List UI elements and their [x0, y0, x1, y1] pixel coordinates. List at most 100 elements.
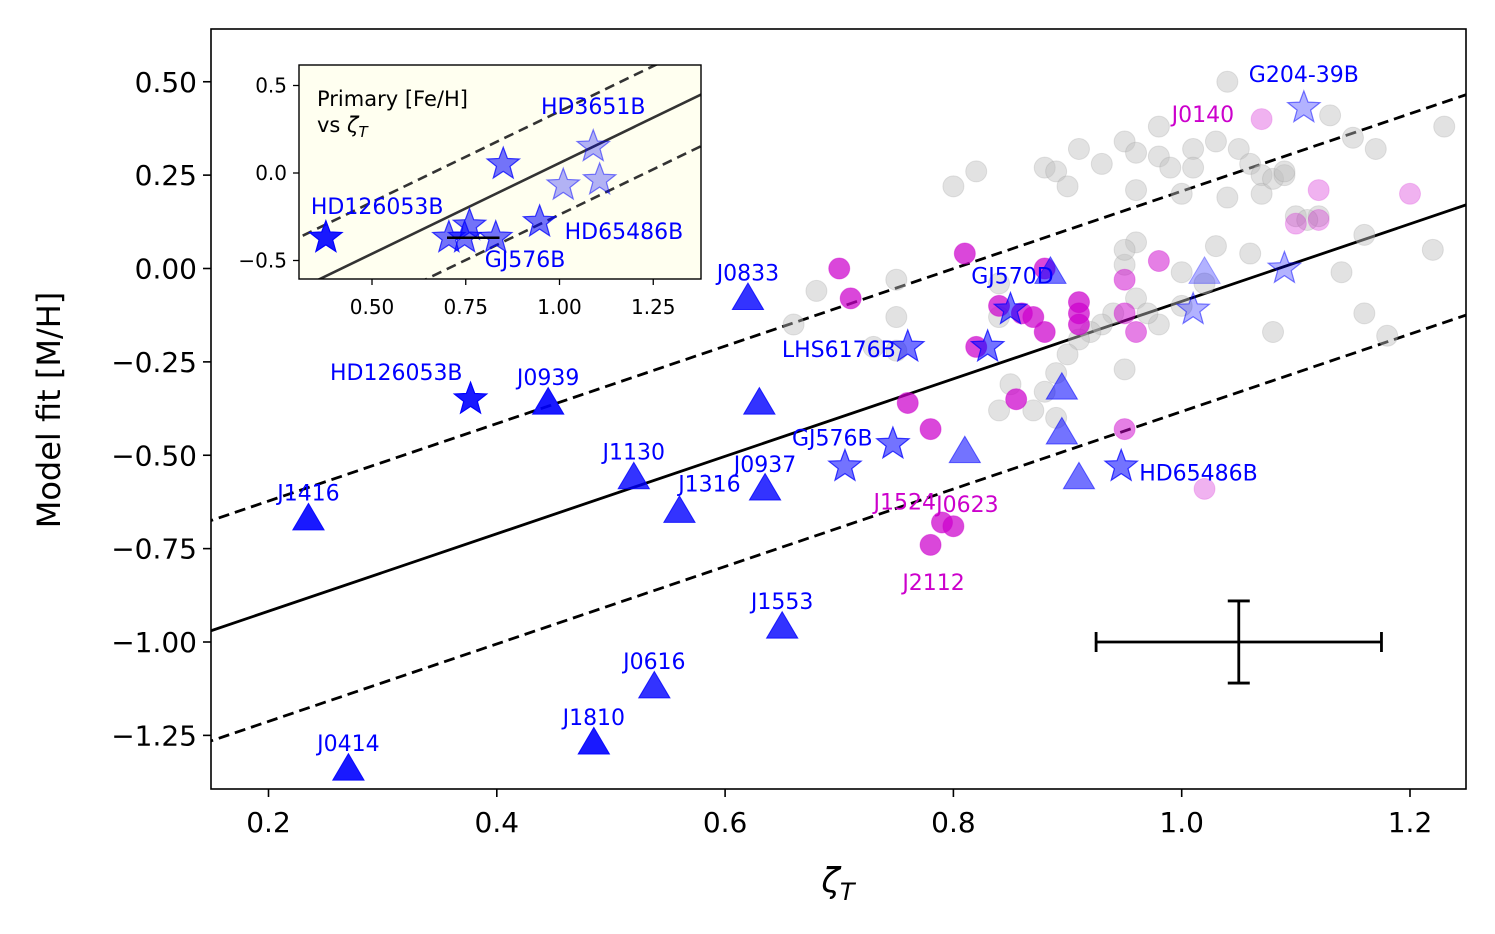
- triangle-point: [1188, 255, 1222, 284]
- magenta-point: [919, 418, 942, 441]
- point-label: G204-39B: [1249, 63, 1359, 88]
- inset-star-point: [581, 161, 618, 196]
- inset-title-zeta: ζ: [346, 113, 360, 137]
- background-point: [1159, 156, 1182, 179]
- background-point: [1341, 126, 1364, 149]
- background-point: [1125, 231, 1148, 254]
- background-point: [1125, 287, 1148, 310]
- point-label: J1416: [275, 482, 339, 507]
- background-point: [1239, 242, 1262, 265]
- background-point: [1433, 115, 1456, 138]
- inset-point-label: HD3651B: [541, 95, 646, 120]
- y-axis-ticks: 0.50 0.25 0.00 −0.25 −0.50 −0.75 −1.00 −1.25: [111, 66, 211, 752]
- x-tick-label: 0.6: [703, 806, 748, 839]
- background-point: [885, 268, 908, 291]
- inset-star-point: [575, 128, 612, 162]
- inset-frame: [298, 64, 702, 280]
- background-point: [1113, 238, 1136, 261]
- magenta-point: [1399, 182, 1421, 205]
- background-point: [1421, 238, 1444, 261]
- inset-star-point: [485, 145, 522, 180]
- magenta-point: [1125, 320, 1148, 343]
- background-point: [1147, 313, 1170, 336]
- background-point: [862, 335, 885, 358]
- background-point: [1250, 164, 1273, 187]
- background-point: [1262, 167, 1285, 190]
- triangle-point: [742, 386, 776, 415]
- star-point: [889, 328, 926, 363]
- background-point: [1170, 182, 1193, 205]
- data-points: [291, 70, 1456, 781]
- magenta-point: [919, 533, 942, 556]
- background-point: [805, 279, 828, 302]
- inset-y-tick-label: 0.5: [255, 74, 287, 98]
- inset-title-line2: vs ζT: [317, 113, 369, 141]
- background-point: [1182, 156, 1205, 179]
- background-point: [1113, 358, 1136, 381]
- point-label: J0939: [515, 366, 579, 391]
- inset-point-label: HD126053B: [311, 195, 444, 220]
- inset-x-tick-label: 1.00: [537, 295, 582, 319]
- y-tick-label: 0.25: [135, 159, 197, 192]
- inset-title-line1: Primary [Fe/H]: [317, 87, 468, 111]
- background-point: [1250, 182, 1273, 205]
- x-tick-label: 0.8: [931, 806, 976, 839]
- inset-point-label: GJ576B: [485, 248, 566, 273]
- background-point: [1227, 137, 1250, 160]
- triangle-point: [291, 502, 325, 531]
- magenta-point: [1113, 302, 1136, 325]
- y-tick-label: −1.25: [111, 719, 197, 752]
- star-point: [827, 447, 863, 482]
- background-point: [1022, 399, 1045, 422]
- point-label: LHS6176B: [782, 338, 896, 363]
- triangle-point: [617, 461, 651, 490]
- background-point: [1216, 70, 1239, 93]
- background-point: [1273, 160, 1296, 183]
- y-tick-label: −0.75: [111, 533, 197, 566]
- background-point: [1307, 205, 1330, 228]
- background-point: [1319, 104, 1342, 127]
- background-point: [1182, 137, 1205, 160]
- point-label: J0623: [934, 493, 998, 518]
- y-tick-label: −0.50: [111, 439, 197, 472]
- x-axis-label: ζT: [820, 861, 857, 906]
- inset-y-tick-label: −0.5: [238, 249, 287, 273]
- point-label: GJ570D: [971, 265, 1053, 290]
- background-point: [1353, 223, 1376, 246]
- triangle-point: [748, 472, 782, 501]
- point-label: HD65486B: [1139, 461, 1258, 486]
- magenta-point: [1193, 477, 1216, 500]
- fit-lower-bound: [211, 313, 1466, 743]
- background-point: [1033, 156, 1056, 179]
- triangle-point: [1062, 461, 1096, 490]
- inset-data-points: [308, 128, 618, 253]
- point-label: GJ576B: [792, 426, 873, 451]
- magenta-point: [828, 257, 851, 280]
- point-label: HD126053B: [330, 361, 463, 386]
- point-label: J1316: [676, 472, 740, 497]
- background-point: [1284, 205, 1307, 228]
- background-point: [1376, 324, 1399, 347]
- point-label: J1524: [872, 490, 936, 515]
- background-point: [965, 160, 988, 183]
- background-point: [1262, 320, 1285, 343]
- inset-title-subscript: T: [358, 123, 369, 141]
- background-point: [782, 313, 805, 336]
- star-point: [875, 425, 911, 460]
- inset-fit-lower-bound: [423, 144, 701, 279]
- inset-fit-lines: [299, 65, 701, 279]
- background-point: [1056, 175, 1079, 198]
- inset-star-point: [308, 219, 344, 253]
- background-point: [1045, 160, 1068, 183]
- background-point: [1113, 130, 1136, 153]
- magenta-point: [1307, 179, 1330, 202]
- magenta-point: [942, 515, 965, 538]
- point-label: J0414: [315, 732, 379, 757]
- point-label: J1810: [561, 706, 625, 731]
- y-tick-label: 0.00: [135, 253, 197, 286]
- point-label: J1553: [749, 590, 813, 615]
- inset-point-label: HD65486B: [565, 220, 684, 245]
- triangle-point: [637, 670, 671, 699]
- star-point: [452, 380, 489, 415]
- inset-star-point: [545, 166, 582, 201]
